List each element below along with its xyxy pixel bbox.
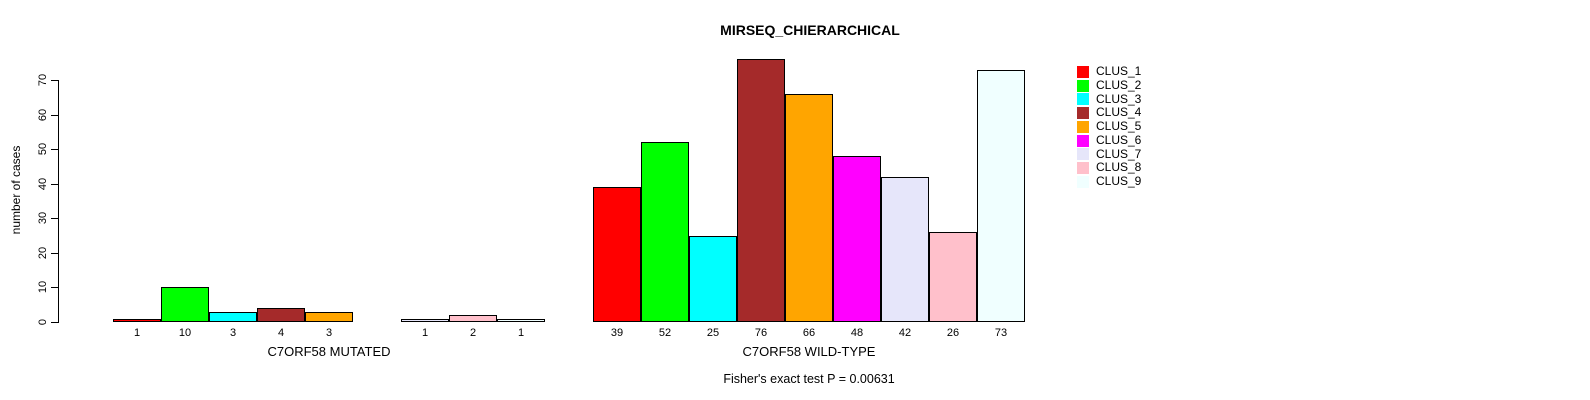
bar-value-label: 66 — [802, 327, 816, 339]
y-axis-tick-label: 0 — [37, 318, 49, 326]
bar-clus_2 — [161, 287, 209, 322]
y-axis-tick — [51, 183, 58, 185]
legend-label: CLUS_9 — [1096, 174, 1142, 188]
y-axis-label: number of cases — [9, 145, 23, 235]
y-axis-tick — [51, 287, 58, 289]
bar-value-label: 25 — [706, 327, 720, 339]
legend-label: CLUS_1 — [1096, 64, 1142, 78]
bar-clus_3 — [689, 236, 737, 322]
bar-value-label: 1 — [133, 327, 141, 339]
bar-clus_8 — [929, 232, 977, 322]
legend-item: CLUS_7 — [1077, 146, 1142, 162]
bar-value-label: 4 — [277, 327, 285, 339]
x-axis-group-label-mutated: C7ORF58 MUTATED — [267, 344, 391, 359]
legend-item: CLUS_8 — [1077, 160, 1142, 175]
bar-clus_4 — [257, 308, 305, 322]
bar-clus_2 — [641, 142, 689, 322]
bar-clus_4 — [737, 59, 785, 322]
legend-label: CLUS_2 — [1096, 77, 1142, 92]
bar-clus_7 — [881, 177, 929, 322]
bar-clus_5 — [305, 312, 353, 322]
legend-label: CLUS_3 — [1096, 91, 1142, 106]
legend-item: CLUS_2 — [1077, 77, 1142, 93]
bar-value-label: 48 — [850, 327, 864, 339]
y-axis-tick-label: 10 — [37, 281, 49, 294]
bar-clus_9 — [497, 319, 545, 322]
legend-item: CLUS_1 — [1077, 64, 1142, 79]
legend-swatch — [1077, 93, 1089, 106]
y-axis-tick — [51, 79, 58, 81]
bar-clus_1 — [113, 319, 161, 322]
legend-item: CLUS_5 — [1077, 119, 1142, 134]
legend-swatch — [1077, 107, 1089, 120]
y-axis-tick-label: 50 — [37, 142, 49, 156]
bar-value-label: 3 — [229, 327, 237, 339]
y-axis-tick — [51, 252, 58, 254]
x-axis-group-label-wildtype: C7ORF58 WILD-TYPE — [742, 344, 876, 359]
chart-title: MIRSEQ_CHIERARCHICAL — [720, 22, 900, 38]
legend-label: CLUS_8 — [1096, 160, 1142, 175]
bar-value-label: 2 — [469, 327, 477, 339]
legend-label: CLUS_5 — [1096, 119, 1142, 133]
legend-label: CLUS_7 — [1096, 146, 1142, 161]
bar-value-label: 52 — [658, 327, 672, 339]
legend-item: CLUS_3 — [1077, 91, 1142, 107]
fisher-test-annotation: Fisher's exact test P = 0.00631 — [723, 372, 895, 386]
bar-clus_6 — [833, 156, 881, 322]
y-axis-tick-label: 60 — [37, 108, 49, 121]
legend-swatch — [1077, 175, 1089, 188]
bar-clus_7 — [401, 319, 449, 322]
legend-item: CLUS_4 — [1077, 105, 1142, 120]
y-axis-tick-label: 40 — [37, 177, 49, 190]
y-axis-tick — [51, 114, 58, 116]
legend-swatch — [1077, 134, 1089, 147]
legend-swatch — [1077, 162, 1089, 175]
legend-label: CLUS_4 — [1096, 105, 1142, 120]
bar-value-label: 1 — [421, 327, 429, 339]
y-axis-line — [58, 79, 59, 323]
legend-swatch — [1077, 79, 1089, 92]
bar-clus_9 — [977, 70, 1025, 322]
y-axis-tick — [51, 149, 58, 151]
bar-value-label: 10 — [178, 327, 192, 339]
y-axis-tick-label: 20 — [37, 246, 49, 259]
legend-item: CLUS_6 — [1077, 132, 1142, 148]
legend-item: CLUS_9 — [1077, 174, 1142, 189]
legend-label: CLUS_6 — [1096, 132, 1142, 147]
bar-value-label: 39 — [610, 327, 624, 339]
y-axis-tick — [51, 322, 58, 323]
y-axis-tick-label: 70 — [37, 73, 49, 87]
legend-swatch — [1077, 120, 1089, 133]
bar-clus_1 — [593, 187, 641, 322]
legend-swatch — [1077, 148, 1089, 161]
y-axis-tick-label: 30 — [37, 212, 49, 225]
bar-clus_5 — [785, 94, 833, 322]
bar-value-label: 42 — [898, 327, 912, 339]
y-axis-tick — [51, 218, 58, 220]
bar-value-label: 76 — [754, 327, 768, 339]
bar-value-label: 3 — [325, 327, 333, 339]
bar-clus_3 — [209, 312, 257, 322]
legend: CLUS_1 CLUS_2 CLUS_3 CLUS_4 CLUS_5 CLUS_6 CLUS… — [1077, 64, 1142, 189]
bar-value-label: 73 — [994, 327, 1008, 339]
bar-value-label: 26 — [946, 327, 960, 339]
bar-value-label: 1 — [517, 327, 525, 339]
bar-clus_8 — [449, 315, 497, 322]
legend-swatch — [1077, 65, 1089, 78]
